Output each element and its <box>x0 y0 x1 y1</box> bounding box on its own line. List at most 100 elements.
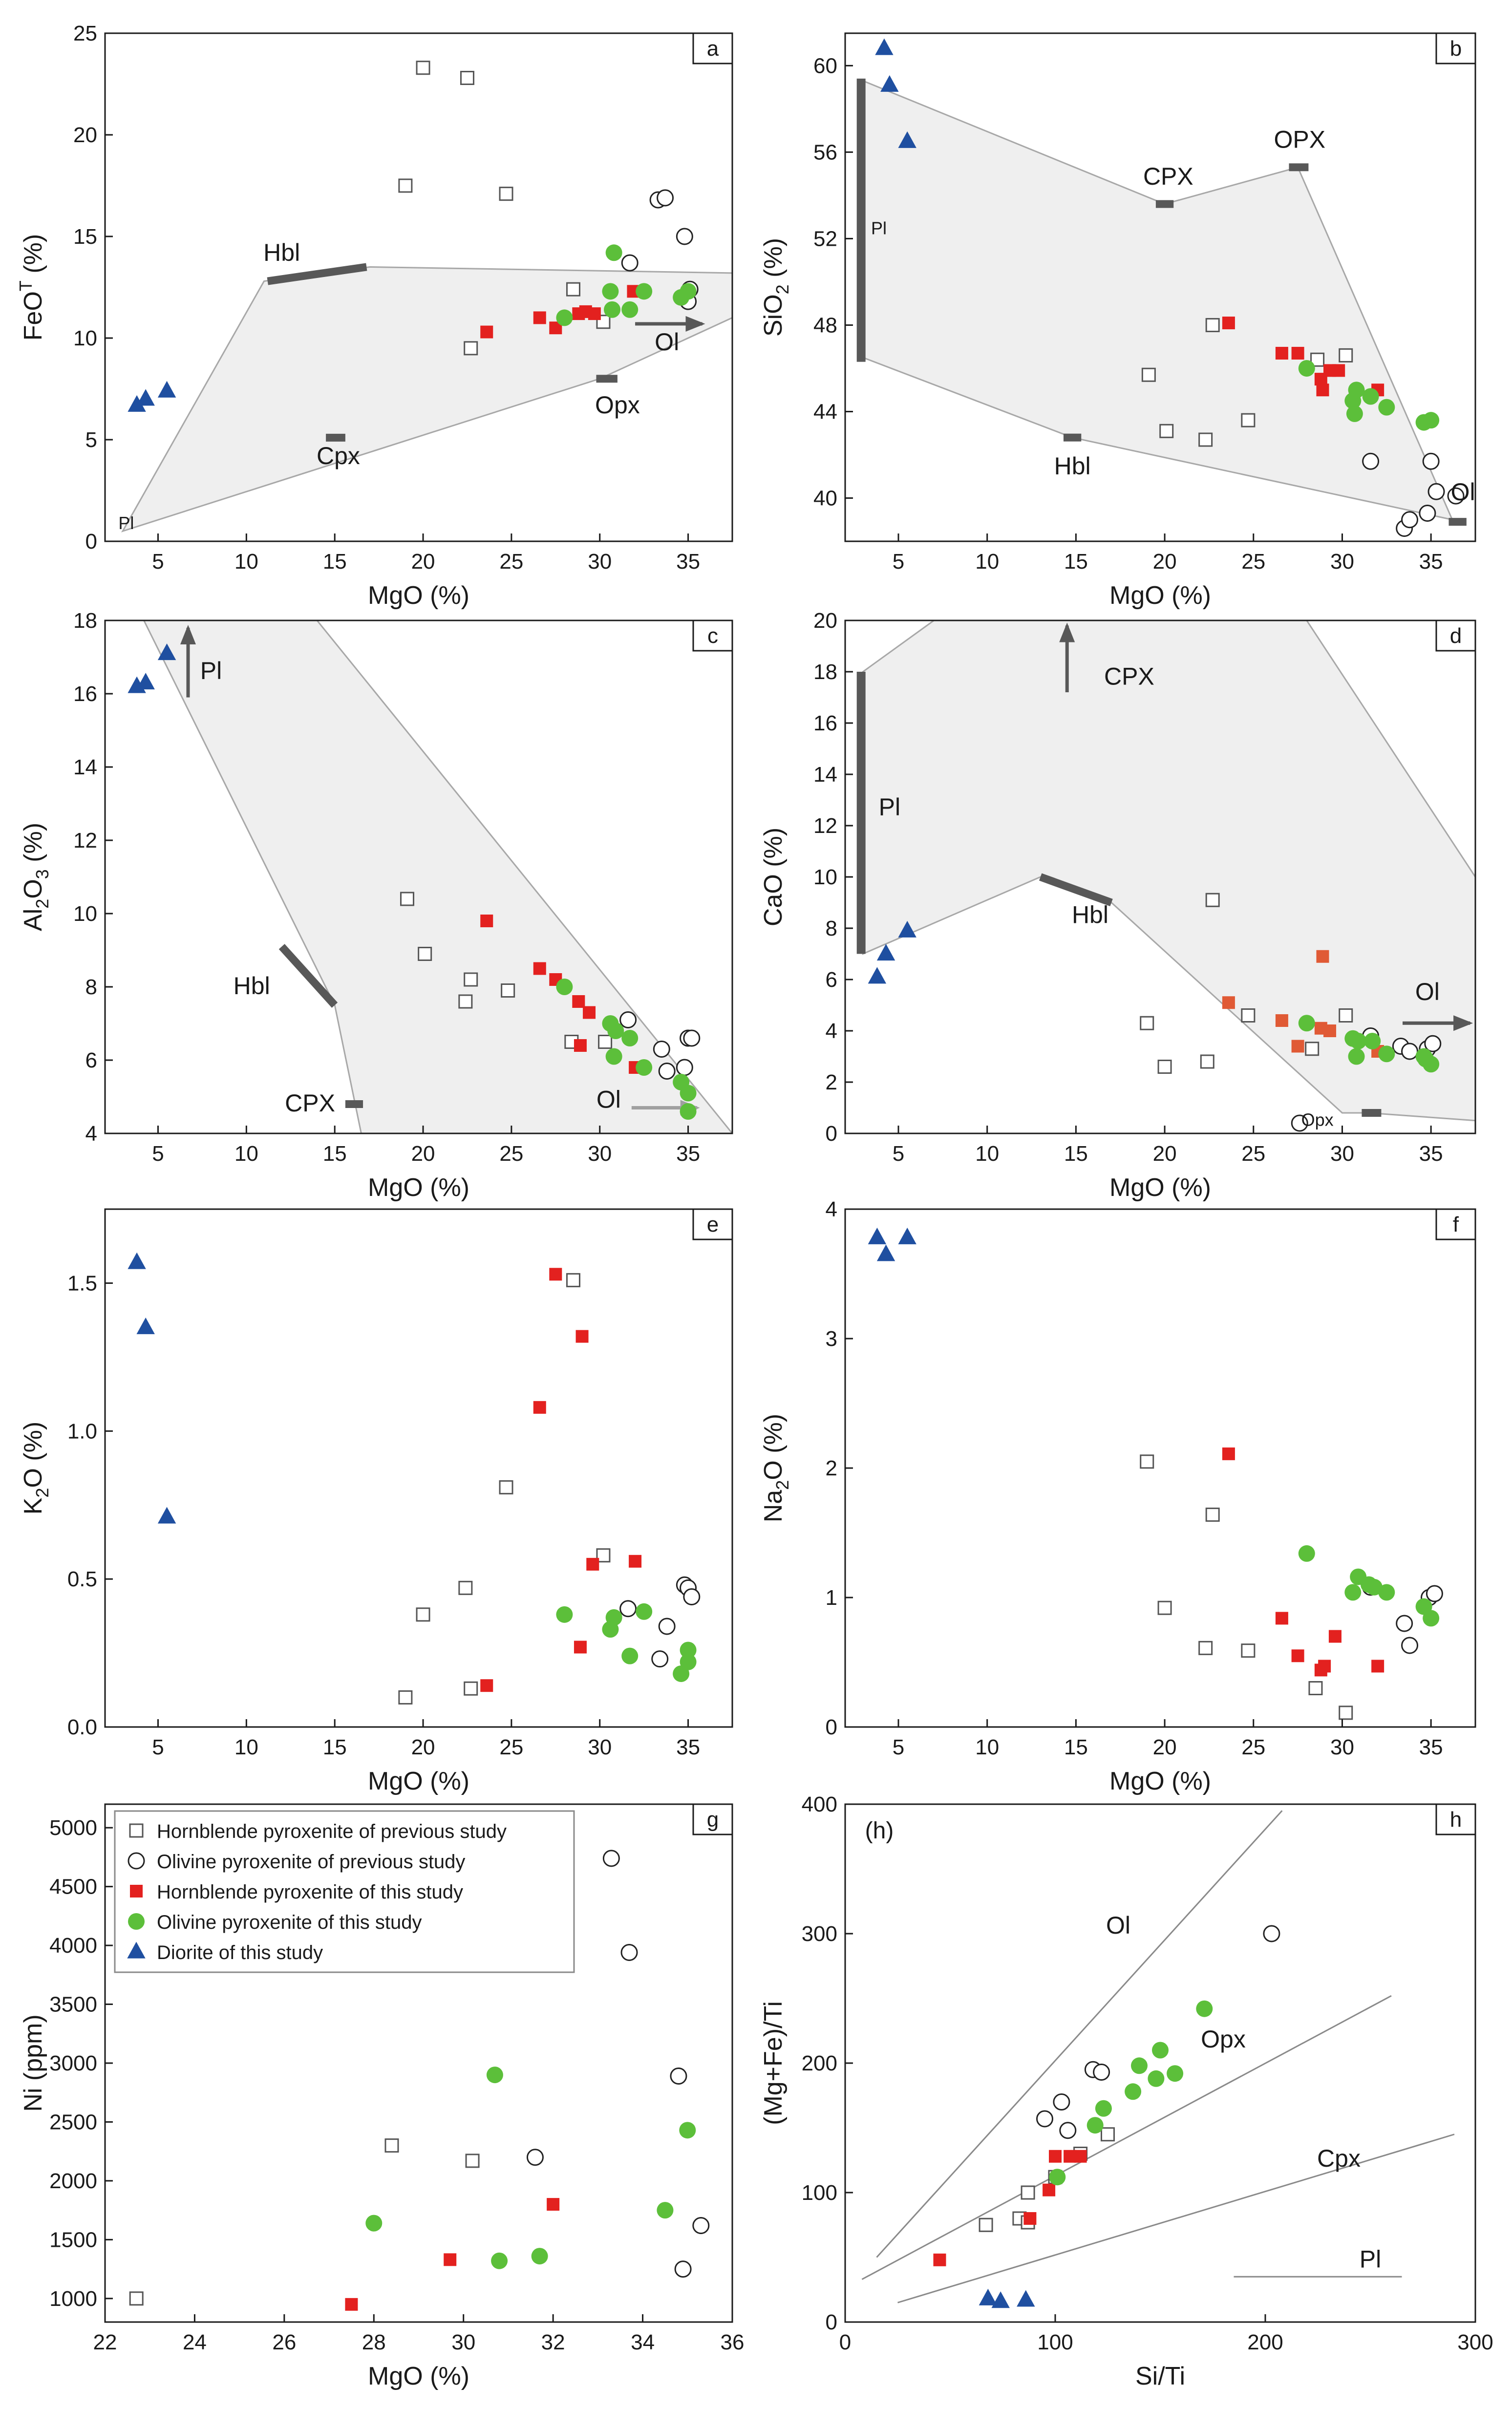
point-hbl_this-1 <box>444 2253 457 2266</box>
y-tick-label-d-1: 2 <box>826 1070 837 1094</box>
panel-plot-area-e <box>128 1252 701 1705</box>
point-hbl_this-2 <box>1043 2183 1056 2196</box>
point-hbl_prev-1 <box>460 71 474 85</box>
point-oli_this-0 <box>1298 360 1315 377</box>
point-hbl_prev-3 <box>1198 1641 1213 1655</box>
point-oli_this-4 <box>621 1030 639 1046</box>
panel-plot-area-a <box>121 61 732 533</box>
panel-label-f: f <box>1453 1213 1459 1236</box>
point-hbl_prev-0 <box>1140 1454 1154 1469</box>
y-tick-label-d-8: 16 <box>813 711 837 735</box>
x-tick-label-f-3: 20 <box>1153 1735 1177 1759</box>
legend-label-hbl_prev: Hornblende pyroxenite of previous study <box>157 1821 507 1842</box>
y-axis-label-part-c: Al <box>19 909 47 931</box>
point-oli_prev-3 <box>670 2068 687 2085</box>
point-oli_this-7 <box>680 283 697 300</box>
point-diorite-0 <box>128 1252 146 1269</box>
x-tick-label-f-6: 35 <box>1419 1735 1443 1759</box>
x-tick-label-h-1: 100 <box>1037 2330 1073 2354</box>
panel-plot-area-h <box>861 1810 1455 2308</box>
legend: Hornblende pyroxenite of previous study O… <box>114 1810 575 1973</box>
x-tick-label-g-7: 36 <box>721 2330 745 2354</box>
point-hbl_this-6 <box>1332 364 1345 377</box>
y-tick-label-b-5: 60 <box>813 54 837 78</box>
panel-inner-label-h: (h) <box>865 1818 894 1844</box>
x-tick-label-c-1: 10 <box>234 1142 258 1166</box>
mineral-label-ol: Ol <box>655 328 679 356</box>
panel-a: Hbl Cpx Opx Pl Ol 5 10 15 20 25 30 35 0 5 10 15 20 25 MgO … <box>16 21 733 610</box>
mineral-label-hbl: Hbl <box>1054 452 1091 480</box>
point-oli_prev-2 <box>658 1063 676 1080</box>
mixing-field-c <box>143 620 732 1133</box>
point-hbl_this-1 <box>1275 346 1288 360</box>
point-oli_prev-1 <box>1396 1615 1413 1632</box>
y-axis-label-part-f: Na <box>759 1490 788 1523</box>
x-tick-label-f-5: 30 <box>1330 1735 1354 1759</box>
y-tick-label-g-4: 3000 <box>49 2051 97 2075</box>
point-oli_this-4 <box>1131 2057 1148 2074</box>
x-tick-label-d-2: 15 <box>1064 1142 1088 1166</box>
point-oli_prev-1 <box>653 1041 670 1058</box>
panel-frame-e <box>104 1208 733 1728</box>
mineral-label-cpx: Cpx <box>317 442 360 469</box>
y-tick-label-a-1: 5 <box>85 428 97 452</box>
point-oli_this-5 <box>1378 399 1395 416</box>
point-oli_this-2 <box>1348 382 1365 399</box>
point-hbl_prev-0 <box>400 892 414 906</box>
point-hbl_this-5 <box>574 1039 587 1052</box>
panel-label-g: g <box>707 1808 719 1832</box>
trend-arrow-d-0-head <box>1059 622 1075 642</box>
point-hbl_this-4 <box>629 1555 642 1568</box>
panel-label-d: d <box>1450 624 1462 648</box>
point-hbl_prev-6 <box>1339 1705 1353 1720</box>
y-tick-label-g-7: 4500 <box>49 1875 97 1899</box>
y-tick-label-f-4: 4 <box>826 1197 837 1221</box>
point-oli_this-1 <box>556 309 573 326</box>
point-oli_this-0 <box>1049 2169 1066 2186</box>
x-tick-label-g-5: 32 <box>541 2330 565 2354</box>
point-diorite-1 <box>136 673 155 690</box>
y-tick-label-d-10: 20 <box>813 609 837 633</box>
x-tick-label-c-4: 25 <box>499 1142 523 1166</box>
x-tick-label-d-0: 5 <box>893 1142 904 1166</box>
y-tick-label-d-7: 14 <box>813 763 837 787</box>
x-tick-label-b-0: 5 <box>893 550 904 574</box>
mineral-label-pl: Pl <box>118 513 134 533</box>
reference-label-opx: Opx <box>1201 2025 1246 2053</box>
x-tick-label-d-6: 35 <box>1419 1142 1443 1166</box>
panel-label-box-f <box>1435 1208 1476 1240</box>
point-hbl_this-2 <box>1291 1649 1304 1663</box>
y-tick-label-h-1: 100 <box>802 2181 837 2205</box>
point-hbl_prev-1 <box>1205 1507 1220 1522</box>
point-hbl_prev-3 <box>458 1580 473 1595</box>
trend-arrow-d-1-head <box>1453 1015 1473 1031</box>
point-hbl_this-0 <box>549 1268 562 1281</box>
point-hbl_prev-6 <box>464 1681 478 1696</box>
point-hbl_prev-6 <box>1339 1008 1353 1023</box>
mineral-label-cpx: CPX <box>285 1089 335 1117</box>
y-axis-label-part-c: O <box>19 879 47 898</box>
point-diorite-1 <box>876 944 895 961</box>
point-oli_prev-5 <box>683 1029 701 1047</box>
y-tick-label-d-3: 6 <box>826 968 837 992</box>
reference-label-ol: Ol <box>1106 1912 1130 1939</box>
point-diorite-2 <box>1017 2290 1035 2307</box>
y-tick-label-c-5: 14 <box>73 755 97 779</box>
y-tick-label-c-6: 16 <box>73 682 97 706</box>
panel-g: 22 24 26 28 30 32 34 36 1000 1500 2000 2500 3000 3500… <box>19 1803 745 2390</box>
mineral-label-hbl: Hbl <box>1072 901 1108 929</box>
x-tick-label-g-2: 26 <box>272 2330 296 2354</box>
x-tick-label-c-5: 30 <box>588 1142 612 1166</box>
panel-label-b: b <box>1450 37 1462 61</box>
x-tick-label-e-0: 5 <box>152 1735 164 1759</box>
y-tick-label-d-6: 12 <box>813 814 837 838</box>
mineral-label-opx: Opx <box>1301 1109 1334 1130</box>
point-oli_this-0 <box>556 979 573 995</box>
mineral-label-pl: Pl <box>200 657 222 684</box>
panel-h: Ol Opx Cpx Pl 0 100 200 300 0 100 200 300 400 Si/Ti (M… <box>759 1792 1493 2390</box>
point-hbl_prev-2 <box>1159 424 1174 438</box>
x-axis-label-h: Si/Ti <box>1135 2362 1185 2390</box>
point-hbl_prev-0 <box>416 61 430 75</box>
x-tick-label-h-3: 300 <box>1457 2330 1493 2354</box>
point-oli_prev-2 <box>1059 2122 1077 2139</box>
